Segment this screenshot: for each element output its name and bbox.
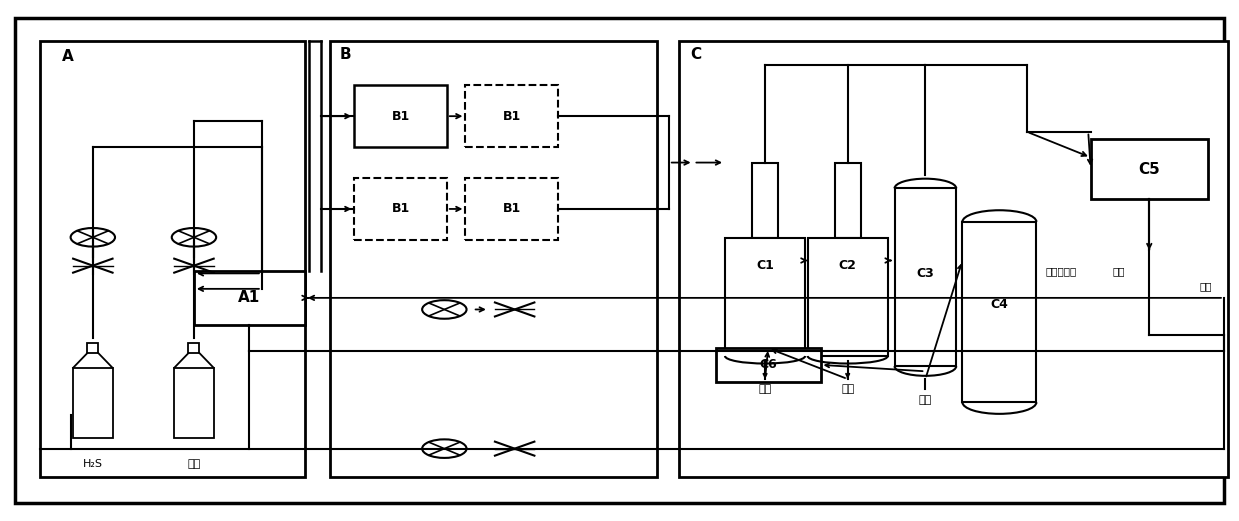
Text: B1: B1 bbox=[392, 110, 410, 122]
Text: 液硫: 液硫 bbox=[758, 384, 772, 394]
Text: 解吸硫化氢: 解吸硫化氢 bbox=[1046, 266, 1077, 276]
Text: B: B bbox=[339, 47, 352, 62]
Text: 氢气: 氢气 bbox=[1199, 281, 1212, 291]
Text: B1: B1 bbox=[503, 203, 520, 216]
Text: A1: A1 bbox=[238, 290, 260, 305]
Bar bbox=[354, 85, 447, 147]
Text: 固硫: 固硫 bbox=[841, 384, 855, 394]
Bar bbox=[1090, 140, 1208, 199]
Text: C: C bbox=[690, 47, 701, 62]
Bar bbox=[40, 42, 305, 477]
Bar bbox=[963, 222, 1036, 402]
Bar bbox=[466, 85, 558, 147]
Text: B1: B1 bbox=[503, 110, 520, 122]
Text: B1: B1 bbox=[392, 203, 410, 216]
Bar bbox=[752, 163, 778, 238]
Text: C3: C3 bbox=[917, 267, 934, 280]
Text: 氮气: 氮气 bbox=[187, 459, 201, 469]
Bar bbox=[808, 238, 888, 356]
Bar bbox=[195, 271, 305, 325]
Text: C6: C6 bbox=[760, 358, 777, 371]
Bar bbox=[466, 178, 558, 240]
Bar bbox=[330, 42, 657, 477]
Text: C1: C1 bbox=[756, 259, 774, 272]
Text: C5: C5 bbox=[1139, 162, 1160, 177]
Text: H₂S: H₂S bbox=[83, 459, 103, 469]
Bar bbox=[87, 343, 98, 353]
Bar bbox=[175, 368, 213, 438]
Text: C4: C4 bbox=[990, 298, 1009, 311]
Text: C2: C2 bbox=[839, 259, 856, 272]
Bar bbox=[188, 343, 199, 353]
Bar bbox=[895, 188, 957, 366]
Bar bbox=[835, 163, 861, 238]
Bar bbox=[725, 238, 805, 356]
Bar bbox=[354, 178, 447, 240]
Text: 载气: 载气 bbox=[1113, 266, 1125, 276]
Text: 胺液: 胺液 bbox=[919, 395, 932, 405]
Bar bbox=[679, 42, 1228, 477]
Bar bbox=[716, 348, 820, 381]
Text: A: A bbox=[62, 49, 74, 65]
Bar bbox=[73, 368, 113, 438]
